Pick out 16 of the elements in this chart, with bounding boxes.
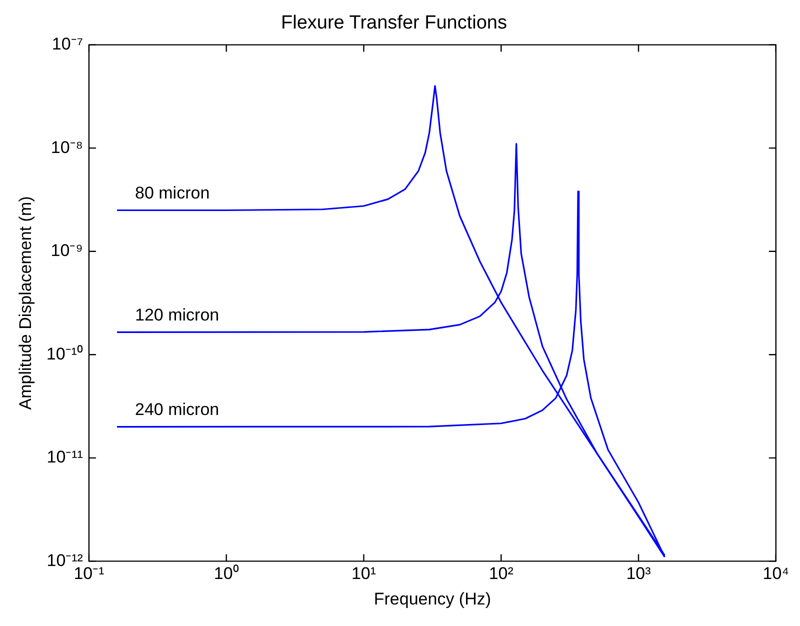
y-tick-label: 10⁻⁷ bbox=[52, 34, 83, 54]
series-label: 240 micron bbox=[135, 400, 220, 420]
y-axis-title: Amplitude Displacement (m) bbox=[16, 196, 35, 410]
y-tick-label: 10⁻⁹ bbox=[50, 241, 83, 260]
series-label: 80 micron bbox=[135, 183, 210, 202]
y-tick-label: 10⁻¹¹ bbox=[46, 448, 84, 467]
x-axis-title: Frequency (Hz) bbox=[374, 589, 491, 608]
x-tick-label: 10⁰ bbox=[214, 564, 239, 584]
y-tick-label: 10⁻⁸ bbox=[50, 138, 83, 157]
y-tick-label: 10⁻¹⁰ bbox=[46, 344, 83, 364]
chart-title: Flexure Transfer Functions bbox=[281, 12, 507, 34]
x-tick-label: 10⁴ bbox=[762, 564, 789, 584]
x-tick-label: 10² bbox=[488, 564, 514, 584]
series-label: 120 micron bbox=[135, 305, 220, 324]
x-tick-label: 10³ bbox=[626, 564, 652, 584]
x-tick-label: 10¹ bbox=[351, 564, 376, 584]
